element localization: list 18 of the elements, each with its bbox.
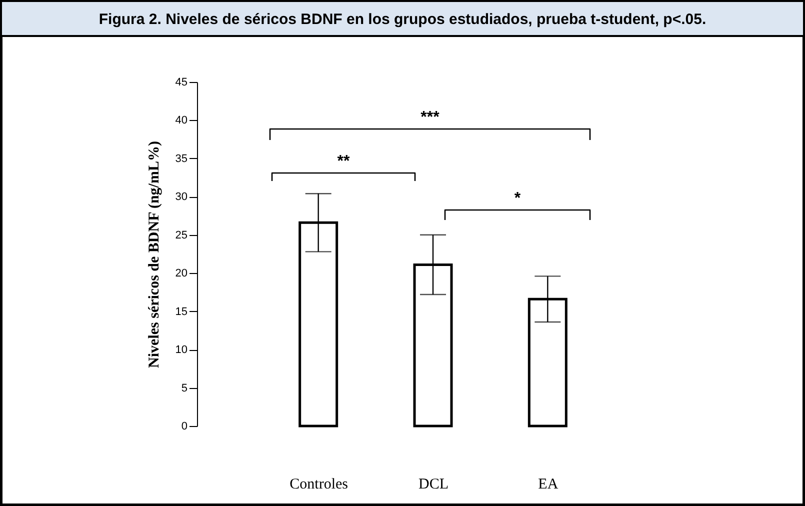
annotation: *: [514, 190, 522, 207]
annotation: ***: [420, 109, 440, 126]
y-tick-label: 5: [181, 382, 188, 394]
chart-title: Figura 2. Niveles de séricos BDNF en los grupos estudiados, prueba t-student, p<.05.: [98, 11, 706, 28]
y-axis-title: Niveles séricos de BDNF (ng/mL%): [146, 141, 162, 368]
y-tick-label: 10: [175, 344, 188, 356]
y-tick-label: 25: [175, 229, 188, 242]
annotation: **: [337, 153, 350, 170]
y-tick-label: 45: [175, 76, 188, 88]
x-tick-label: DCL: [418, 476, 448, 492]
y-tick-label: 15: [175, 306, 188, 318]
x-tick-label: EA: [538, 476, 558, 492]
y-tick-label: 40: [175, 114, 188, 127]
x-tick-label: Controles: [290, 476, 348, 492]
y-tick-label: 20: [175, 268, 188, 280]
y-tick-label: 35: [175, 152, 188, 165]
y-tick-label: 30: [175, 191, 188, 204]
y-tick-label: 0: [181, 420, 188, 432]
